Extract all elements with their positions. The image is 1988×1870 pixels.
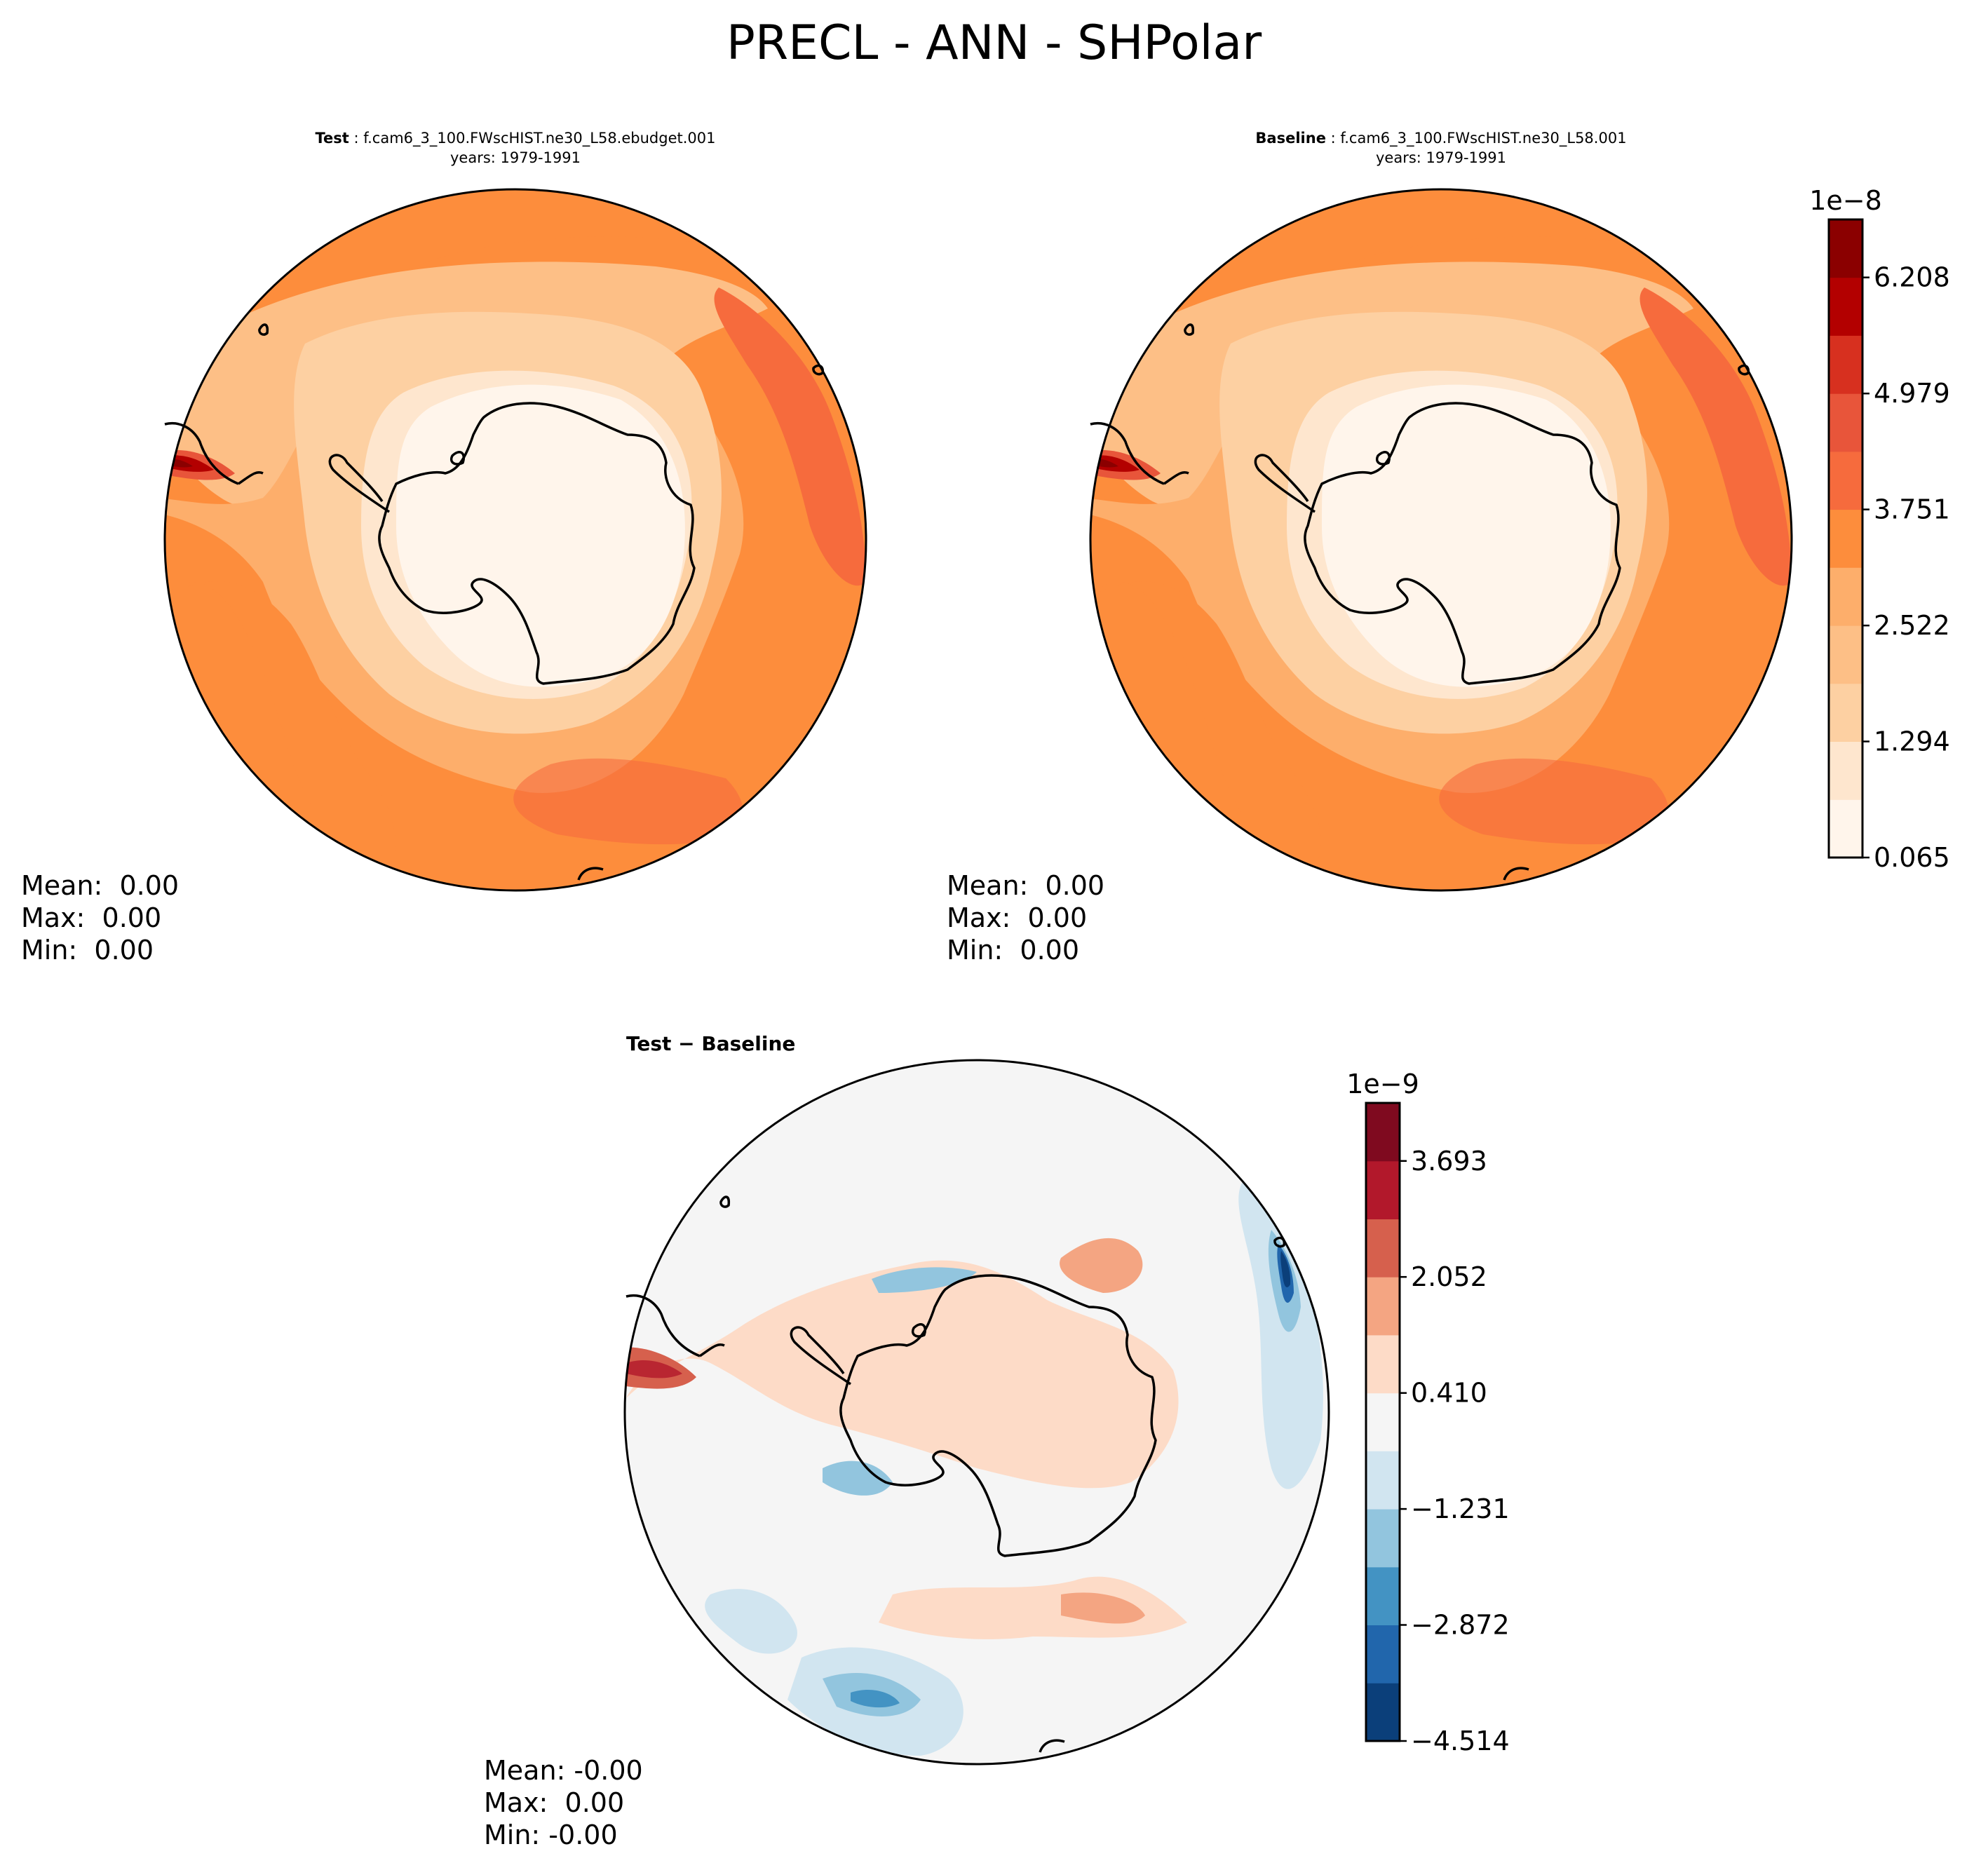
diff-colorbar-tick-label: 2.052 (1411, 1261, 1487, 1292)
diff-colorbar-bin (1366, 1566, 1400, 1625)
test-years: years: 1979-1991 (449, 149, 581, 166)
precip-colorbar-bin (1829, 219, 1862, 278)
precip-colorbar-bin (1829, 509, 1862, 568)
precip-colorbar-bin (1829, 741, 1862, 800)
precip-colorbar-bin (1829, 451, 1862, 510)
diff-colorbar-bin (1366, 1160, 1400, 1220)
diff-colorbar-bin (1366, 1219, 1400, 1278)
precip-colorbar-bin (1829, 625, 1862, 684)
baseline-panel-title: Baseline : f.cam6_3_100.FWscHIST.ne30_L5… (1196, 128, 1686, 168)
diff-map (623, 1059, 1330, 1766)
baseline-map-boundary (1089, 188, 1793, 892)
test-label: Test (315, 130, 349, 147)
diff-mean: Mean: -0.00 (484, 1755, 643, 1786)
precip-colorbar-bin (1829, 567, 1862, 626)
precip-colorbar-bin (1829, 277, 1862, 336)
diff-colorbar-tick-label: 3.693 (1411, 1146, 1487, 1177)
precip-colorbar-outline (1827, 218, 1864, 859)
precip-colorbar-tick-label: 1.294 (1874, 726, 1950, 757)
precip-colorbar-bin (1829, 393, 1862, 452)
diff-colorbar-bin (1366, 1625, 1400, 1683)
baseline-stats: Mean: 0.00 Max: 0.00 Min: 0.00 (947, 869, 1104, 966)
diff-colorbar-bin (1366, 1103, 1400, 1162)
diff-colorbar-outline (1365, 1102, 1401, 1742)
baseline-years: years: 1979-1991 (1375, 149, 1506, 166)
test-stats: Mean: 0.00 Max: 0.00 Min: 0.00 (21, 869, 179, 966)
precip-colorbar-tick-label: 2.522 (1874, 610, 1950, 641)
diff-precip-field (625, 1060, 1329, 1764)
diff-colorbar-bin (1366, 1334, 1400, 1394)
diff-colorbar-tick-label: 0.410 (1411, 1378, 1487, 1409)
diff-colorbar: −4.514 −2.872 −1.231 0.410 2.052 3.693 1e−9 (1346, 1069, 1509, 1756)
diff-colorbar-bin (1366, 1683, 1400, 1742)
diff-colorbar-tick-label: −4.514 (1411, 1726, 1510, 1756)
diff-colorbar-bin (1366, 1277, 1400, 1336)
baseline-map (1089, 188, 1793, 892)
diff-colorbar-exponent: 1e−9 (1346, 1069, 1419, 1099)
baseline-max: Max: 0.00 (947, 902, 1088, 933)
test-map (163, 188, 867, 892)
baseline-min: Min: 0.00 (947, 935, 1079, 966)
precip-colorbar-exponent: 1e−8 (1809, 185, 1882, 216)
diff-colorbar-bin (1366, 1393, 1400, 1451)
diff-panel-title: Test − Baseline (626, 1032, 796, 1055)
baseline-mean: Mean: 0.00 (947, 870, 1105, 901)
test-map-boundary (163, 188, 867, 892)
figure-title: PRECL - ANN - SHPolar (726, 15, 1262, 71)
precip-colorbar-bin (1829, 335, 1862, 394)
test-max: Max: 0.00 (21, 902, 162, 933)
precip-colorbar-tick-label: 6.208 (1874, 262, 1950, 293)
precip-colorbar-bin (1829, 683, 1862, 742)
test-panel-title: Test : f.cam6_3_100.FWscHIST.ne30_L58.eb… (270, 128, 761, 168)
precip-colorbar-tick-label: 4.979 (1874, 378, 1950, 409)
diff-colorbar-bin (1366, 1451, 1400, 1510)
baseline-label: Baseline (1255, 130, 1326, 147)
precip-colorbar-tick-label: 0.065 (1874, 842, 1950, 873)
diff-stats: Mean: -0.00 Max: 0.00 Min: -0.00 (484, 1754, 643, 1851)
test-min: Min: 0.00 (21, 935, 154, 966)
test-precip-field (165, 189, 866, 890)
diff-max: Max: 0.00 (484, 1787, 625, 1818)
test-mean: Mean: 0.00 (21, 870, 180, 901)
precip-colorbar-bin (1829, 799, 1862, 858)
precip-colorbar-tick-label: 3.751 (1874, 494, 1950, 525)
diff-map-boundary (623, 1059, 1330, 1766)
baseline-precip-field (1090, 189, 1792, 890)
diff-colorbar-tick-label: −1.231 (1411, 1493, 1510, 1524)
precip-colorbar: 0.065 1.294 2.522 3.751 4.979 6.208 1e−8 (1809, 185, 1950, 873)
test-case-name: f.cam6_3_100.FWscHIST.ne30_L58.ebudget.0… (363, 130, 716, 147)
diff-colorbar-tick-label: −2.872 (1411, 1609, 1510, 1640)
diff-min: Min: -0.00 (484, 1820, 618, 1850)
baseline-case-name: f.cam6_3_100.FWscHIST.ne30_L58.001 (1340, 130, 1627, 147)
diff-colorbar-bin (1366, 1509, 1400, 1568)
